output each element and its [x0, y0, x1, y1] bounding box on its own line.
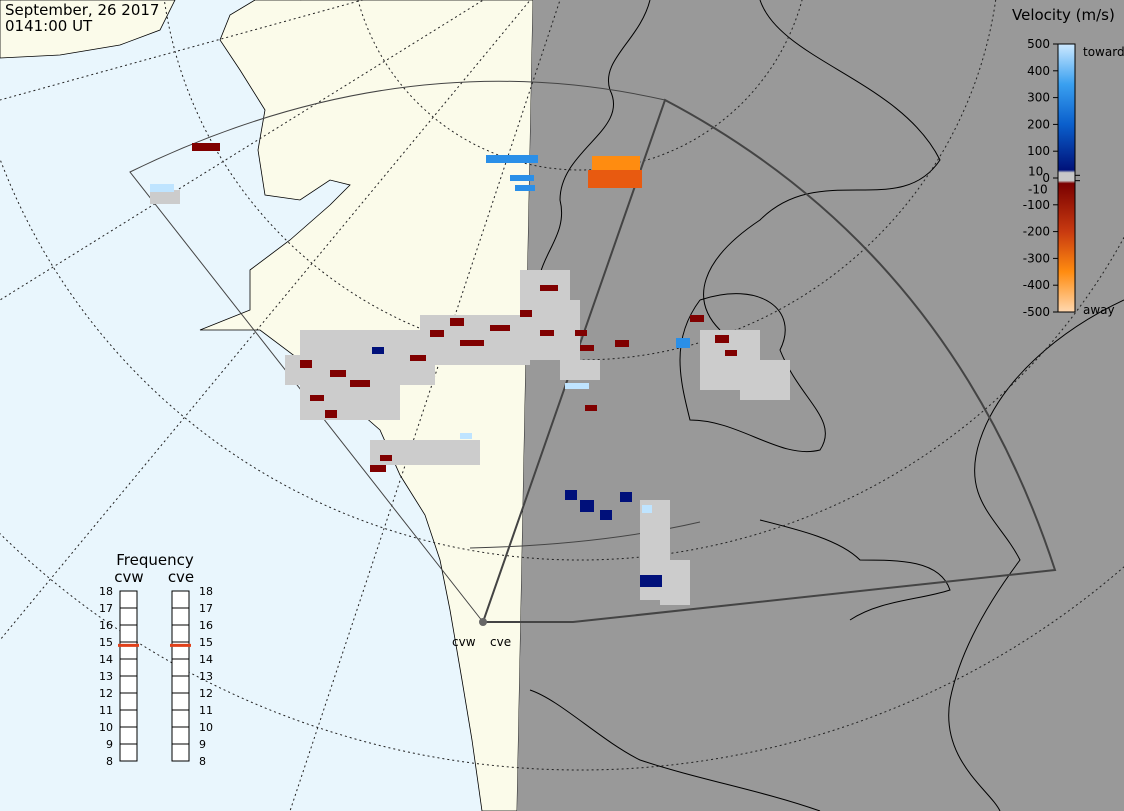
echo-cell: [490, 325, 510, 331]
echo-layer: [150, 143, 790, 605]
echo-cell: [430, 330, 444, 337]
echo-cell: [330, 370, 346, 377]
echo-cell: [350, 380, 370, 387]
colorbar-tick-label: -100: [1023, 198, 1050, 212]
date: September, 26 2017: [5, 1, 159, 19]
echo-cell: [410, 355, 426, 361]
colorbar-tick-label: 100: [1027, 144, 1050, 158]
echo-cell: [515, 185, 535, 191]
frequency-tick-label: 10: [99, 721, 113, 734]
frequency-tick-label: 11: [199, 704, 213, 717]
colorbar-title: Velocity (m/s): [1012, 6, 1115, 24]
echo-cell: [600, 510, 612, 520]
frequency-tick-label: 17: [199, 602, 213, 615]
frequency-title: Frequency: [116, 551, 194, 569]
echo-cell: [520, 310, 532, 317]
frequency-tick-label: 15: [199, 636, 213, 649]
frequency-tick-label: 8: [106, 755, 113, 768]
frequency-tick-label: 13: [99, 670, 113, 683]
frequency-tick-label: 14: [199, 653, 213, 666]
echo-cell: [592, 156, 640, 172]
echo-cell: [715, 335, 729, 343]
frequency-tick-label: 12: [199, 687, 213, 700]
frequency-tick-label: 16: [99, 619, 113, 632]
echo-cell: [450, 318, 464, 326]
frequency-radar: cvw: [114, 568, 143, 586]
frequency-tick-label: 15: [99, 636, 113, 649]
colorbar-tick-label: 400: [1027, 64, 1050, 78]
echo-cell: [150, 184, 174, 192]
echo-cell: [540, 330, 554, 336]
frequency-tick-label: 18: [99, 585, 113, 598]
echo-cell: [560, 360, 600, 380]
echo-cell: [588, 170, 642, 188]
frequency-tick-label: 12: [99, 687, 113, 700]
echo-cell: [460, 433, 472, 439]
frequency-tick-label: 9: [199, 738, 206, 751]
night-side: [517, 0, 1124, 811]
echo-cell: [615, 340, 629, 347]
echo-cell: [660, 560, 690, 605]
colorbar-tick-label: 0: [1042, 171, 1050, 185]
colorbar-end-label: away: [1083, 303, 1115, 317]
frequency-tick-label: 17: [99, 602, 113, 615]
colorbar-tick-label: -400: [1023, 278, 1050, 292]
frequency-tick-label: 11: [99, 704, 113, 717]
echo-cell: [380, 455, 392, 461]
echo-cell: [565, 383, 589, 389]
frequency-tick-label: 9: [106, 738, 113, 751]
echo-cell: [642, 505, 652, 513]
echo-cell: [370, 440, 480, 465]
echo-cell: [740, 360, 790, 400]
colorbar-tick-label: -500: [1023, 305, 1050, 319]
frequency-tick-label: 18: [199, 585, 213, 598]
echo-cell: [150, 190, 180, 204]
colorbar-tick-label: -300: [1023, 251, 1050, 265]
radar-fov: [129, 80, 1057, 623]
land: [0, 0, 176, 59]
colorbar-tick-label: -10: [1028, 183, 1048, 197]
echo-cell: [192, 143, 220, 151]
frequency-tick-label: 16: [199, 619, 213, 632]
radar-label: cve: [490, 635, 511, 649]
echo-cell: [565, 490, 577, 500]
echo-cell: [690, 315, 704, 322]
echo-cell: [372, 347, 384, 354]
colorbar-tick-label: 300: [1027, 91, 1050, 105]
echo-cell: [676, 338, 690, 348]
frequency-radar: cve: [168, 568, 194, 586]
echo-cell: [575, 330, 587, 336]
echo-cell: [510, 175, 534, 181]
echo-cell: [370, 465, 386, 472]
echo-cell: [486, 155, 538, 163]
echo-cell: [460, 340, 484, 346]
echo-cell: [310, 395, 324, 401]
echo-cell: [300, 360, 312, 368]
echo-cell: [325, 410, 337, 418]
echo-cell: [580, 345, 594, 351]
radar-label: cvw: [452, 635, 476, 649]
echo-cell: [725, 350, 737, 356]
time: 0141:00 UT: [5, 17, 93, 35]
echo-cell: [580, 500, 594, 512]
frequency-tick-label: 13: [199, 670, 213, 683]
radar-site: [479, 618, 487, 626]
colorbar-tick-label: 10: [1028, 164, 1043, 178]
frequency-tick-label: 14: [99, 653, 113, 666]
echo-cell: [585, 405, 597, 411]
colorbar-tick-label: 200: [1027, 117, 1050, 131]
colorbar: [1057, 43, 1076, 313]
colorbar-tick-label: -200: [1023, 225, 1050, 239]
echo-cell: [620, 492, 632, 502]
frequency-tick-label: 8: [199, 755, 206, 768]
frequency-tick-label: 10: [199, 721, 213, 734]
echo-cell: [640, 575, 662, 587]
coastlines: [529, 0, 1124, 811]
colorbar-tick-label: 500: [1027, 37, 1050, 51]
colorbar-end-label: toward: [1083, 45, 1124, 59]
echo-cell: [540, 285, 558, 291]
